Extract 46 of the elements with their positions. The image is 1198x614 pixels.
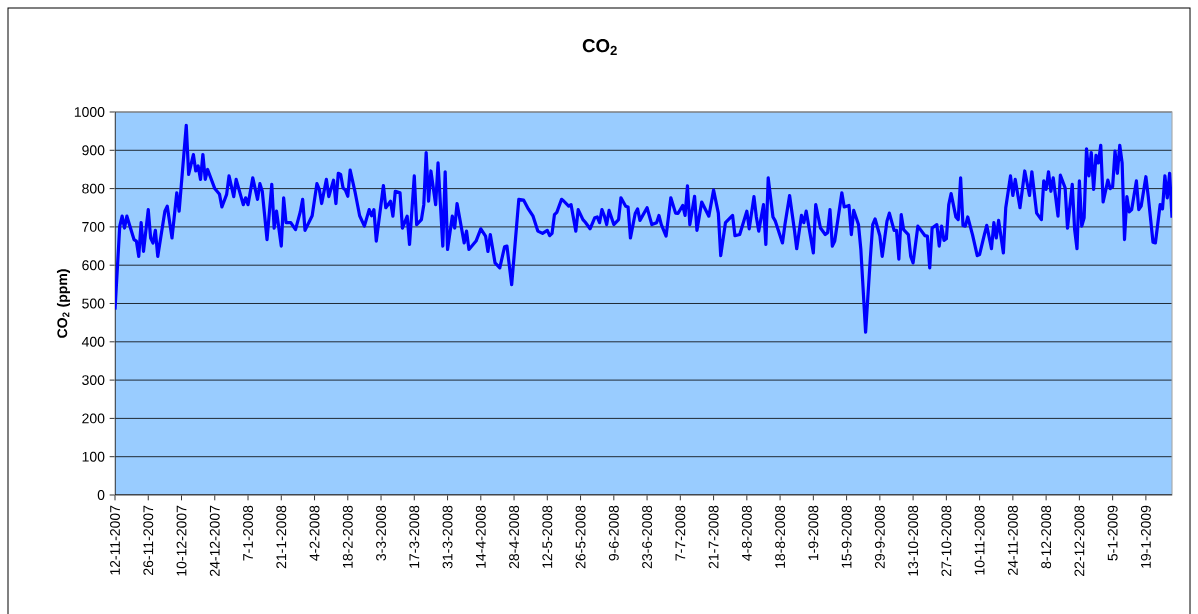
x-tick-label: 7-1-2008 [243,505,253,561]
x-tick-label: 23-6-2008 [642,505,653,569]
x-tick-label: 14-4-2008 [475,505,486,568]
x-tick-label: 18-8-2008 [775,505,786,568]
x-tick-label: 12-5-2008 [542,505,553,568]
y-tick-label: 700 [82,221,105,232]
y-tick-label: 800 [82,183,105,194]
x-tick-label: 18-2-2008 [342,505,353,568]
y-tick-label: 400 [81,336,105,347]
x-tick-label: 7-7-2008 [675,505,686,561]
x-tick-label: 19-1-2009 [1140,505,1151,568]
x-tick-label: 4-8-2008 [741,505,752,561]
x-tick-label: 26-11-2007 [143,505,154,575]
y-tick-label: 900 [82,145,105,156]
x-tick-label: 31-3-2008 [442,505,453,569]
x-tick-label: 10-12-2007 [176,505,187,576]
x-tick-label: 24-12-2007 [209,505,220,576]
x-tick-label: 1-9-2008 [808,505,819,561]
x-tick-label: 3-3-2008 [376,505,386,561]
y-tick-label: 200 [82,413,105,424]
x-tick-label: 21-7-2008 [708,505,719,569]
x-tick-label: 17-3-2008 [409,505,420,568]
y-tick-label: 300 [82,375,105,386]
x-tick-label: 8-12-2008 [1041,505,1052,569]
x-tick-label: 24-11-2008 [1007,505,1018,575]
x-tick-label: 15-9-2008 [841,505,852,568]
x-tick-label: 26-5-2008 [575,505,586,569]
y-tick-label: 0 [97,490,105,500]
x-tick-label: 13-10-2008 [908,505,919,576]
line-series [115,123,1173,334]
x-tick-label: 4-2-2008 [309,505,320,561]
x-tick-label: 29-9-2008 [874,505,885,569]
y-tick-label: 1000 [74,107,105,117]
y-tick-label: 500 [82,298,105,309]
x-tick-label: 21-1-2008 [276,505,287,569]
x-tick-label: 27-10-2008 [941,505,952,576]
y-tick-label: 100 [82,451,105,462]
chart-title: CO$_{2}$ [582,39,617,55]
x-tick-label: 12-11-2007 [110,505,120,575]
x-tick-label: 10-11-2008 [974,505,985,575]
x-tick-label: 5-1-2009 [1107,505,1118,561]
y-tick-label: 600 [82,260,105,271]
x-tick-label: 22-12-2008 [1074,505,1085,576]
x-tick-label: 9-6-2008 [608,505,619,561]
x-tick-label: 28-4-2008 [509,505,520,569]
y-axis-title: CO$_{2}$ (ppm) [56,269,70,338]
